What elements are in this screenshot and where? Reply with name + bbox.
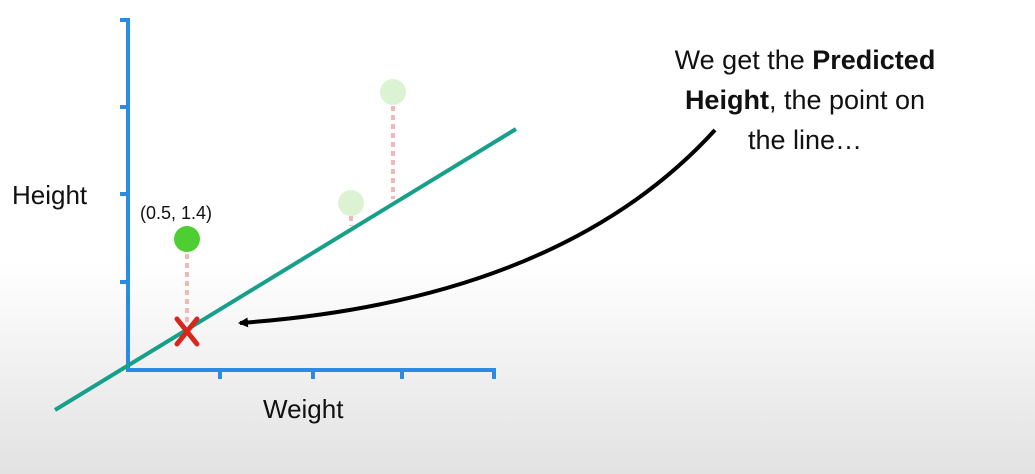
- annotation: We get the Predicted Height, the point on…: [675, 45, 936, 155]
- faded-point: [338, 190, 364, 216]
- faded-point: [380, 79, 406, 105]
- y-axis-label: Height: [12, 180, 88, 210]
- annotation-text: We get the: [675, 45, 813, 75]
- predicted-x: [174, 316, 200, 347]
- point-label: (0.5, 1.4): [140, 203, 212, 223]
- regression-line: [53, 127, 518, 412]
- residual-lines: [185, 106, 395, 322]
- annotation-line: the line…: [748, 125, 862, 155]
- data-point: [174, 226, 200, 252]
- axes: [120, 18, 496, 379]
- annotation-bold: Height: [685, 85, 769, 115]
- annotation-text: , the point on: [769, 85, 925, 115]
- x-axis-label: Weight: [263, 394, 344, 424]
- arrow: [238, 128, 717, 328]
- annotation-text: the line…: [748, 125, 862, 155]
- annotation-bold: Predicted: [812, 45, 935, 75]
- annotation-line: We get the Predicted: [675, 45, 936, 75]
- annotation-line: Height, the point on: [685, 85, 925, 115]
